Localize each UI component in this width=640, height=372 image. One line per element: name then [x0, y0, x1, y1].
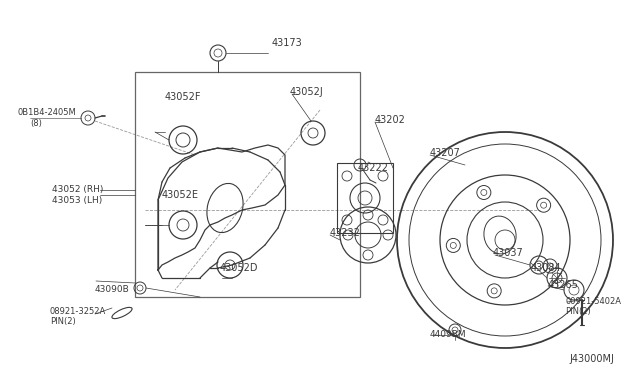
Text: 43052D: 43052D: [220, 263, 259, 273]
Text: 00921-5402A: 00921-5402A: [565, 297, 621, 306]
Text: 08921-3252A: 08921-3252A: [50, 307, 106, 316]
Text: 43202: 43202: [375, 115, 406, 125]
Text: 43052E: 43052E: [162, 190, 199, 200]
Text: 43090B: 43090B: [95, 285, 130, 294]
Text: 4409BM: 4409BM: [430, 330, 467, 339]
Bar: [135, 72, 360, 297]
Text: 43052J: 43052J: [290, 87, 324, 97]
Text: 0B1B4-2405M: 0B1B4-2405M: [18, 108, 77, 117]
Text: 43053 (LH): 43053 (LH): [52, 196, 102, 205]
Text: 43265: 43265: [548, 280, 579, 290]
Text: 43173: 43173: [272, 38, 303, 48]
Text: PIN(2): PIN(2): [50, 317, 76, 326]
Text: 43052 (RH): 43052 (RH): [52, 185, 104, 194]
Text: 43037: 43037: [493, 248, 524, 258]
Text: 43084: 43084: [531, 263, 562, 273]
Text: PIN(2): PIN(2): [565, 307, 591, 316]
Text: 43207: 43207: [430, 148, 461, 158]
Text: J43000MJ: J43000MJ: [569, 354, 614, 364]
Text: (8): (8): [30, 119, 42, 128]
Text: 43232: 43232: [330, 228, 361, 238]
Bar: [337, 163, 393, 233]
Text: 43052F: 43052F: [165, 92, 202, 102]
Text: 43222: 43222: [358, 163, 389, 173]
